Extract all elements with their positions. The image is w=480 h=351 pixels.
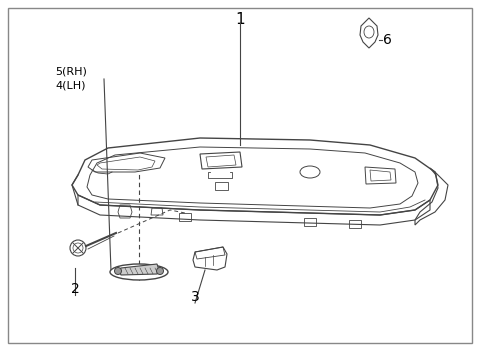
Text: 2: 2 [71,282,79,296]
Ellipse shape [115,267,121,274]
Polygon shape [119,264,159,275]
Text: 6: 6 [383,33,392,47]
Text: 3: 3 [191,290,199,304]
Text: 4(LH): 4(LH) [55,81,85,91]
Text: 1: 1 [235,12,245,27]
Ellipse shape [70,240,86,256]
Ellipse shape [156,267,164,274]
Ellipse shape [110,264,168,280]
Text: 5(RH): 5(RH) [55,67,87,77]
